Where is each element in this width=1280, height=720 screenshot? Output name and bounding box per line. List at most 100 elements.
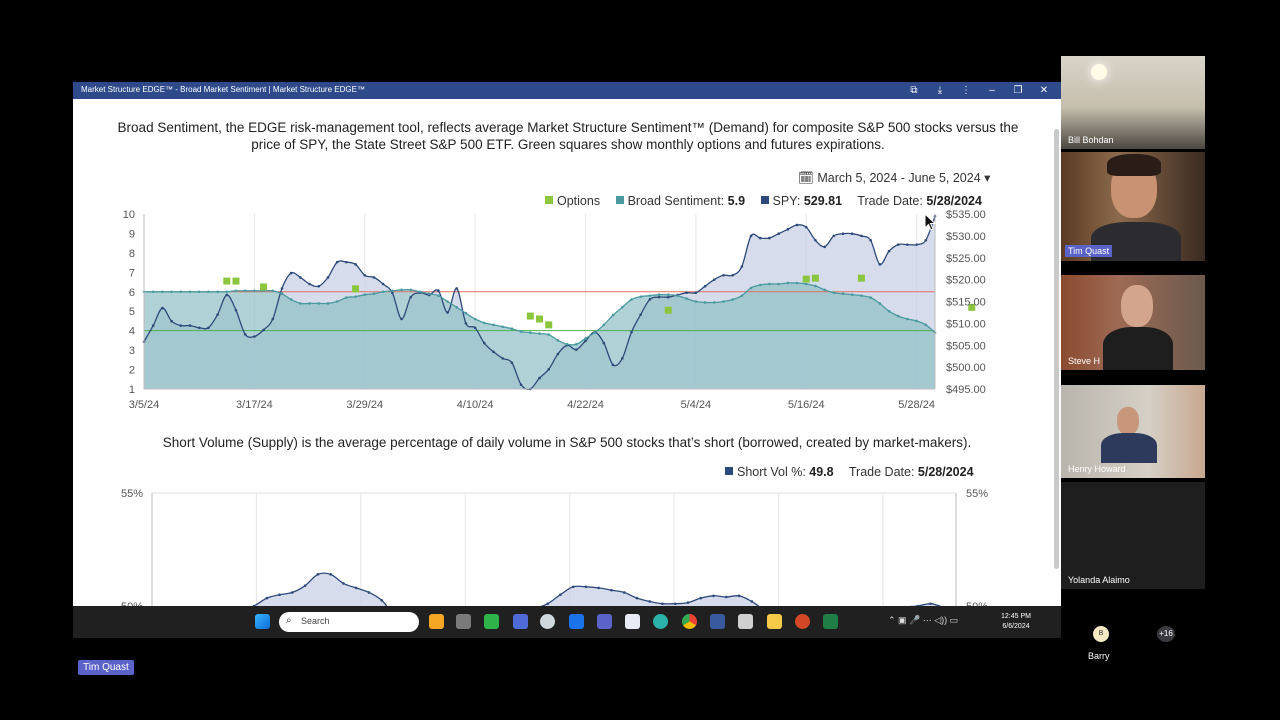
legend-sentiment-label: Broad Sentiment: <box>627 194 725 208</box>
legend-trade-date: Trade Date: 5/28/2024 <box>857 194 982 208</box>
legend-options[interactable]: Options <box>545 194 600 208</box>
spy-point <box>666 295 670 299</box>
sentiment-point <box>179 290 183 294</box>
legend-spy[interactable]: SPY: 529.81 <box>760 194 842 208</box>
spy-point <box>510 361 514 365</box>
widgets-icon[interactable] <box>429 614 444 629</box>
short-vol-point <box>367 591 371 594</box>
sentiment-point <box>768 282 771 286</box>
system-tray[interactable]: ⌃ ▣ 🎤 ⋯ ◁)) ▭ <box>888 615 959 625</box>
spy-point <box>731 273 734 277</box>
options-swatch <box>545 196 553 204</box>
outlook-icon[interactable] <box>569 614 584 629</box>
y-right-tick-label: $515.00 <box>946 297 986 309</box>
participant-name: Henry Howard <box>1068 464 1126 474</box>
spy-point <box>648 298 652 301</box>
spy-swatch <box>760 196 769 204</box>
clock-date: 6/6/2024 <box>1002 623 1030 630</box>
participant-tile-henry[interactable]: Henry Howard <box>1061 385 1205 478</box>
legend-sentiment[interactable]: Broad Sentiment: 5.9 <box>615 194 745 208</box>
powerpoint-icon[interactable] <box>795 614 810 629</box>
participant-name: Steve H <box>1068 356 1101 366</box>
download-icon[interactable]: ⤓ <box>937 85 943 96</box>
chrome-icon[interactable] <box>682 614 697 629</box>
spy-point <box>197 326 201 330</box>
sentiment-point <box>556 339 560 342</box>
date-range-picker[interactable]: 🗓 March 5, 2024 - June 5, 2024 ▾ <box>798 170 990 186</box>
participant-tile-barry[interactable]: B Barry <box>1061 618 1205 664</box>
more-menu-icon[interactable]: ⋮ <box>961 85 971 96</box>
spy-point <box>620 357 624 360</box>
chrome-alt-icon[interactable] <box>540 614 555 629</box>
task-view-icon[interactable] <box>456 614 471 629</box>
short-vol-point <box>316 573 320 576</box>
participant-name: Yolanda Alaimo <box>1068 575 1130 585</box>
y-left-tick-label: 1 <box>129 384 135 396</box>
close-button[interactable]: ✕ <box>1039 85 1049 96</box>
spy-point <box>400 317 403 321</box>
calculator-icon[interactable] <box>513 614 528 629</box>
broad-sentiment-chart[interactable]: 10 9 8 7 6 5 4 3 2 1 $535.00 $530.00 $525.00 $520.00 $… <box>73 209 1013 421</box>
short-vol-line <box>252 572 942 606</box>
spy-point <box>179 324 183 327</box>
legend-options-label: Options <box>557 194 601 208</box>
legend-short-vol[interactable]: Short Vol %: 49.8 <box>725 465 834 479</box>
spy-point <box>795 223 799 227</box>
sentiment-point <box>427 292 431 296</box>
short-vol-point <box>673 602 677 606</box>
participant-tile-yolanda[interactable]: Yolanda Alaimo <box>1061 482 1205 589</box>
sentiment-swatch <box>615 196 624 204</box>
spy-point <box>519 383 523 386</box>
sentiment-point <box>225 290 229 294</box>
participant-tile-steve[interactable]: Steve H <box>1061 275 1205 370</box>
sentiment-point <box>639 295 642 298</box>
sentiment-point <box>170 290 173 294</box>
sentiment-point <box>648 294 652 297</box>
restore-button[interactable]: ❐ <box>1013 85 1023 96</box>
remote-desktop-icon[interactable] <box>710 614 725 629</box>
stocks-app-icon[interactable] <box>738 614 753 629</box>
page-scrollbar[interactable] <box>1054 129 1059 569</box>
taskbar-clock[interactable]: 12:45 PM 6/6/2024 <box>1001 612 1031 632</box>
extension-icon[interactable]: ⧉ <box>910 85 918 96</box>
options-marker <box>223 277 231 285</box>
participant-tile-bill[interactable]: Bill Bohdan <box>1061 56 1205 149</box>
spy-point <box>740 265 744 268</box>
edge-icon[interactable] <box>653 614 668 629</box>
sentiment-point <box>823 288 826 292</box>
notes-app-icon[interactable] <box>625 614 640 629</box>
excel-icon[interactable] <box>823 614 838 629</box>
legend-short-vol-label: Short Vol %: <box>737 465 806 479</box>
windows-start-icon[interactable] <box>255 614 270 629</box>
minimize-button[interactable]: – <box>989 85 995 96</box>
y-left-tick-label: 6 <box>129 287 135 299</box>
participant-tile-tim[interactable]: Tim Quast <box>1061 152 1205 261</box>
y-left-tick-label: 10 <box>123 209 135 221</box>
sentiment-point <box>657 293 661 296</box>
x-tick-label: 4/10/24 <box>457 399 494 411</box>
sentiment-point <box>924 323 928 327</box>
spy-point <box>308 282 311 286</box>
x-tick-label: 3/5/24 <box>129 399 160 411</box>
taskbar-search[interactable]: ⌕ Search <box>279 612 419 632</box>
short-vol-point <box>303 584 307 587</box>
file-explorer-icon[interactable] <box>767 614 782 629</box>
teams-icon[interactable] <box>597 614 612 629</box>
spy-point <box>289 271 293 275</box>
more-participants-badge[interactable]: +16 <box>1157 626 1175 642</box>
y-left-tick-label: 9 <box>129 228 135 240</box>
sentiment-point <box>538 332 541 335</box>
participant-name: Tim Quast <box>1065 245 1113 257</box>
spy-point <box>703 284 707 288</box>
options-marker <box>545 321 553 329</box>
presenter-label: Tim Quast <box>78 660 134 675</box>
camtasia-icon[interactable] <box>484 614 499 629</box>
spy-point <box>372 276 376 279</box>
short-volume-legend: Short Vol %: 49.8 Trade Date: 5/28/2024 <box>725 465 974 479</box>
y-left-tick-label: 3 <box>129 345 135 357</box>
spy-point <box>446 311 449 314</box>
spy-point <box>823 245 826 249</box>
spy-point <box>391 291 394 295</box>
short-volume-chart[interactable]: 55% 55% 50% 50% <box>73 479 1013 606</box>
sentiment-point <box>437 294 440 297</box>
